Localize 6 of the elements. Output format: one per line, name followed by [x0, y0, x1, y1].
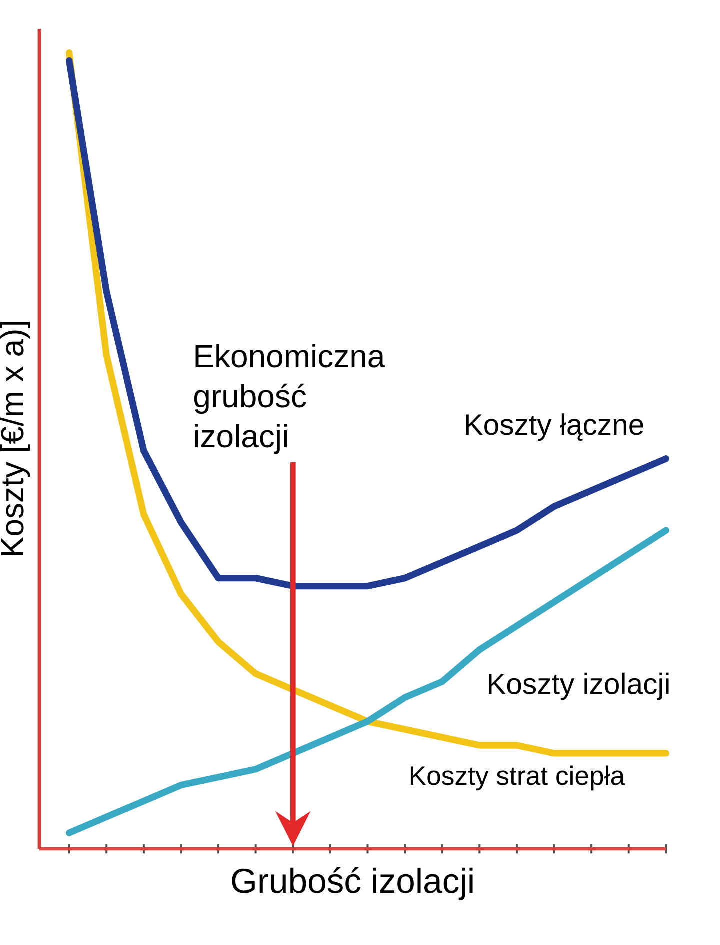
x-axis-title: Grubość izolacji: [232, 868, 473, 900]
y-axis-title: Koszty [€/m x a)]: [0, 322, 30, 556]
annotation: Ekonomiczna grubość izolacji: [194, 344, 386, 454]
series-label: Koszty łączne: [466, 414, 644, 442]
series-label: Koszty izolacji: [488, 672, 669, 700]
series-label: Koszty strat ciepła: [410, 766, 626, 791]
